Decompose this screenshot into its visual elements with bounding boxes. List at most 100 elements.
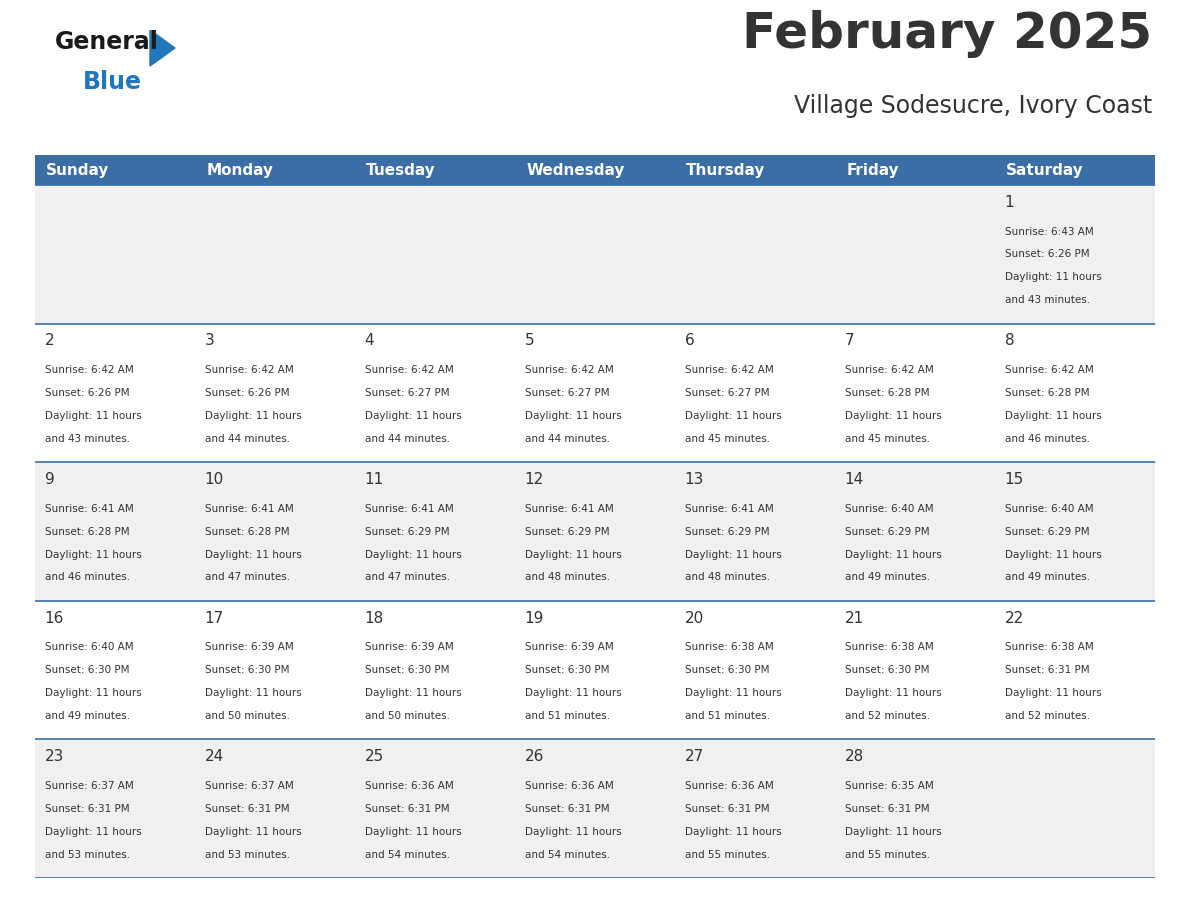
- Text: Sunrise: 6:35 AM: Sunrise: 6:35 AM: [845, 781, 934, 791]
- Text: 11: 11: [365, 472, 384, 487]
- Text: Tuesday: Tuesday: [366, 162, 436, 177]
- Text: Daylight: 11 hours: Daylight: 11 hours: [45, 550, 141, 559]
- Text: Sunset: 6:31 PM: Sunset: 6:31 PM: [684, 804, 769, 814]
- FancyBboxPatch shape: [996, 324, 1155, 462]
- Text: and 49 minutes.: and 49 minutes.: [845, 573, 930, 582]
- FancyBboxPatch shape: [835, 739, 996, 878]
- Text: Wednesday: Wednesday: [526, 162, 625, 177]
- Text: Sunrise: 6:42 AM: Sunrise: 6:42 AM: [845, 365, 934, 375]
- Text: Daylight: 11 hours: Daylight: 11 hours: [845, 550, 941, 559]
- Text: 21: 21: [845, 610, 864, 625]
- Text: Sunrise: 6:42 AM: Sunrise: 6:42 AM: [525, 365, 613, 375]
- FancyBboxPatch shape: [355, 600, 516, 739]
- Text: Sunrise: 6:39 AM: Sunrise: 6:39 AM: [204, 643, 293, 653]
- FancyBboxPatch shape: [516, 739, 675, 878]
- Text: Sunrise: 6:42 AM: Sunrise: 6:42 AM: [365, 365, 454, 375]
- Text: Sunset: 6:30 PM: Sunset: 6:30 PM: [845, 666, 929, 676]
- FancyBboxPatch shape: [355, 324, 516, 462]
- Text: Sunrise: 6:39 AM: Sunrise: 6:39 AM: [365, 643, 454, 653]
- Text: Sunset: 6:31 PM: Sunset: 6:31 PM: [1005, 666, 1089, 676]
- Text: Sunrise: 6:42 AM: Sunrise: 6:42 AM: [204, 365, 293, 375]
- FancyBboxPatch shape: [675, 185, 835, 324]
- Text: and 44 minutes.: and 44 minutes.: [365, 434, 450, 443]
- Text: Daylight: 11 hours: Daylight: 11 hours: [204, 688, 302, 698]
- Text: Sunset: 6:28 PM: Sunset: 6:28 PM: [204, 527, 289, 537]
- Text: 7: 7: [845, 333, 854, 348]
- Text: Sunset: 6:28 PM: Sunset: 6:28 PM: [1005, 388, 1089, 398]
- Text: Sunset: 6:31 PM: Sunset: 6:31 PM: [525, 804, 609, 814]
- Text: Sunday: Sunday: [46, 162, 109, 177]
- Text: Sunrise: 6:37 AM: Sunrise: 6:37 AM: [45, 781, 133, 791]
- Text: and 51 minutes.: and 51 minutes.: [684, 711, 770, 721]
- Text: Sunrise: 6:38 AM: Sunrise: 6:38 AM: [845, 643, 934, 653]
- FancyBboxPatch shape: [835, 185, 996, 324]
- FancyBboxPatch shape: [675, 462, 835, 600]
- Text: 6: 6: [684, 333, 694, 348]
- Text: Sunrise: 6:42 AM: Sunrise: 6:42 AM: [684, 365, 773, 375]
- Text: Daylight: 11 hours: Daylight: 11 hours: [45, 827, 141, 836]
- FancyBboxPatch shape: [195, 185, 355, 324]
- Text: Sunrise: 6:43 AM: Sunrise: 6:43 AM: [1005, 227, 1093, 237]
- Text: Sunrise: 6:41 AM: Sunrise: 6:41 AM: [684, 504, 773, 514]
- FancyBboxPatch shape: [516, 600, 675, 739]
- FancyBboxPatch shape: [996, 600, 1155, 739]
- Text: Thursday: Thursday: [687, 162, 765, 177]
- FancyBboxPatch shape: [34, 462, 195, 600]
- FancyBboxPatch shape: [195, 324, 355, 462]
- Text: Sunrise: 6:40 AM: Sunrise: 6:40 AM: [845, 504, 934, 514]
- Text: 2: 2: [45, 333, 55, 348]
- FancyBboxPatch shape: [996, 462, 1155, 600]
- Text: 16: 16: [45, 610, 64, 625]
- Text: 14: 14: [845, 472, 864, 487]
- FancyBboxPatch shape: [675, 155, 835, 185]
- Text: and 44 minutes.: and 44 minutes.: [204, 434, 290, 443]
- Text: Daylight: 11 hours: Daylight: 11 hours: [1005, 688, 1101, 698]
- Text: Sunset: 6:31 PM: Sunset: 6:31 PM: [845, 804, 929, 814]
- FancyBboxPatch shape: [355, 185, 516, 324]
- Text: Sunset: 6:30 PM: Sunset: 6:30 PM: [684, 666, 769, 676]
- Text: and 49 minutes.: and 49 minutes.: [1005, 573, 1089, 582]
- Text: Sunset: 6:30 PM: Sunset: 6:30 PM: [365, 666, 449, 676]
- Text: and 53 minutes.: and 53 minutes.: [45, 849, 129, 859]
- FancyBboxPatch shape: [835, 155, 996, 185]
- Text: Sunrise: 6:40 AM: Sunrise: 6:40 AM: [1005, 504, 1093, 514]
- Text: 26: 26: [525, 749, 544, 764]
- Text: and 46 minutes.: and 46 minutes.: [1005, 434, 1089, 443]
- Text: Monday: Monday: [207, 162, 273, 177]
- FancyBboxPatch shape: [34, 324, 195, 462]
- FancyBboxPatch shape: [195, 462, 355, 600]
- Text: Daylight: 11 hours: Daylight: 11 hours: [204, 411, 302, 421]
- Text: Sunset: 6:28 PM: Sunset: 6:28 PM: [45, 527, 129, 537]
- Text: Sunset: 6:29 PM: Sunset: 6:29 PM: [365, 527, 449, 537]
- Text: and 53 minutes.: and 53 minutes.: [204, 849, 290, 859]
- Text: Saturday: Saturday: [1006, 162, 1083, 177]
- FancyBboxPatch shape: [34, 185, 195, 324]
- FancyBboxPatch shape: [675, 324, 835, 462]
- Text: 27: 27: [684, 749, 703, 764]
- Text: and 47 minutes.: and 47 minutes.: [204, 573, 290, 582]
- Text: Daylight: 11 hours: Daylight: 11 hours: [684, 550, 782, 559]
- Text: Sunset: 6:29 PM: Sunset: 6:29 PM: [1005, 527, 1089, 537]
- Text: Daylight: 11 hours: Daylight: 11 hours: [845, 411, 941, 421]
- Text: and 47 minutes.: and 47 minutes.: [365, 573, 450, 582]
- Text: Sunset: 6:29 PM: Sunset: 6:29 PM: [525, 527, 609, 537]
- Text: Daylight: 11 hours: Daylight: 11 hours: [1005, 411, 1101, 421]
- Text: Daylight: 11 hours: Daylight: 11 hours: [45, 411, 141, 421]
- Text: Sunrise: 6:36 AM: Sunrise: 6:36 AM: [684, 781, 773, 791]
- Text: Sunrise: 6:38 AM: Sunrise: 6:38 AM: [684, 643, 773, 653]
- Text: Daylight: 11 hours: Daylight: 11 hours: [45, 688, 141, 698]
- Text: Daylight: 11 hours: Daylight: 11 hours: [845, 688, 941, 698]
- FancyBboxPatch shape: [996, 155, 1155, 185]
- Text: Sunrise: 6:40 AM: Sunrise: 6:40 AM: [45, 643, 133, 653]
- Text: 10: 10: [204, 472, 223, 487]
- Text: Sunset: 6:27 PM: Sunset: 6:27 PM: [684, 388, 769, 398]
- Text: 18: 18: [365, 610, 384, 625]
- Text: Sunset: 6:28 PM: Sunset: 6:28 PM: [845, 388, 929, 398]
- FancyBboxPatch shape: [34, 739, 195, 878]
- Text: Sunset: 6:26 PM: Sunset: 6:26 PM: [45, 388, 129, 398]
- Text: and 46 minutes.: and 46 minutes.: [45, 573, 129, 582]
- Text: 28: 28: [845, 749, 864, 764]
- Text: Sunset: 6:31 PM: Sunset: 6:31 PM: [45, 804, 129, 814]
- Text: and 44 minutes.: and 44 minutes.: [525, 434, 609, 443]
- FancyBboxPatch shape: [195, 739, 355, 878]
